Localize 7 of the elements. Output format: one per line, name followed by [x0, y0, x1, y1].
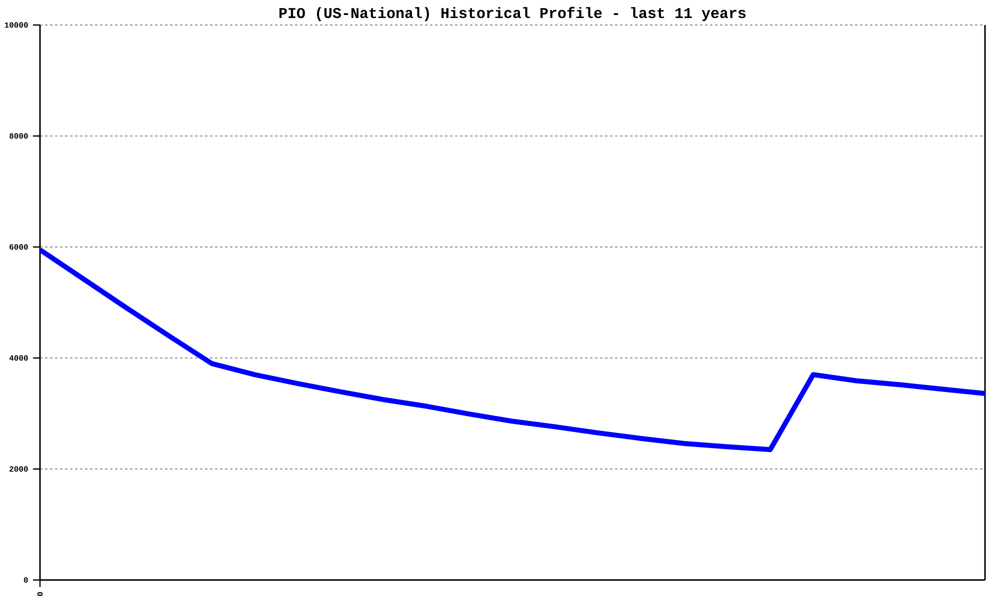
y-tick-label: 10000 [4, 22, 28, 28]
y-tick-label: 4000 [9, 355, 28, 361]
chart-title: PIO (US-National) Historical Profile - last 11 years [279, 6, 746, 22]
y-tick-label: 8000 [10, 133, 28, 139]
y-tick-label: 6000 [10, 244, 28, 250]
y-tick-label: 0 [24, 577, 28, 583]
y-tick-label: 2000 [10, 466, 28, 472]
